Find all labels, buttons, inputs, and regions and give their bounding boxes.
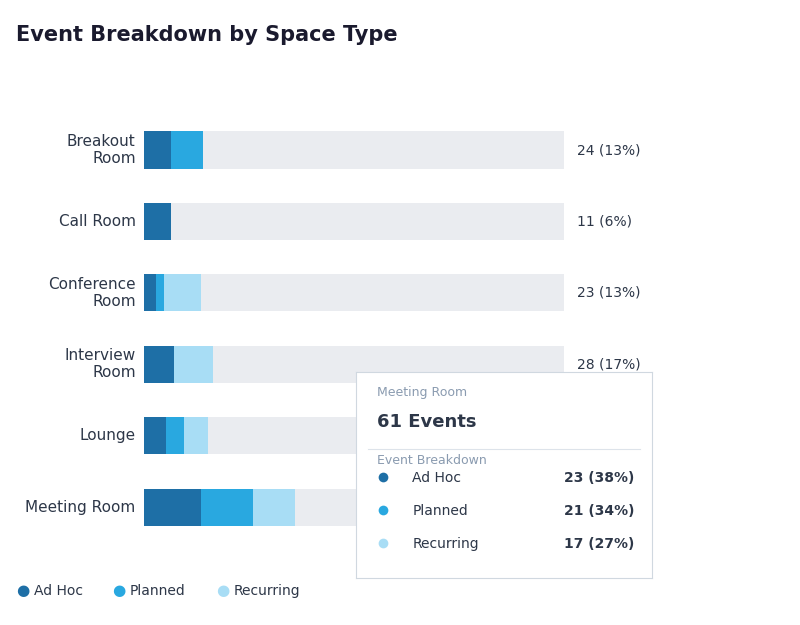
Bar [144, 346, 174, 383]
Text: 24 (13%): 24 (13%) [577, 143, 640, 157]
Bar [144, 346, 564, 383]
Bar [164, 274, 201, 311]
Text: Recurring: Recurring [412, 537, 479, 551]
Bar [144, 417, 564, 454]
Text: Event Breakdown by Space Type: Event Breakdown by Space Type [16, 25, 398, 45]
Bar [174, 346, 214, 383]
Bar [171, 131, 203, 169]
Text: 21 (34%): 21 (34%) [564, 504, 634, 518]
Bar [156, 274, 164, 311]
Text: Ad Hoc: Ad Hoc [34, 584, 82, 598]
Text: Recurring: Recurring [234, 584, 300, 598]
Text: 28 (17%): 28 (17%) [577, 357, 640, 371]
Bar [253, 489, 295, 526]
Text: 11 (6%): 11 (6%) [577, 214, 632, 228]
Text: 23 (38%): 23 (38%) [564, 471, 634, 485]
Bar [144, 274, 156, 311]
Text: 61 (36%): 61 (36%) [577, 500, 641, 514]
Text: 17 (27%): 17 (27%) [564, 537, 634, 551]
Bar [144, 489, 564, 526]
Text: Event Breakdown: Event Breakdown [377, 454, 486, 468]
Text: Planned: Planned [412, 504, 468, 518]
Bar [166, 417, 183, 454]
Text: ●: ● [16, 583, 30, 598]
Text: ●: ● [216, 583, 230, 598]
Text: ●: ● [112, 583, 126, 598]
Text: 61 Events: 61 Events [377, 413, 476, 431]
Text: 26 (16%): 26 (16%) [577, 429, 641, 442]
Bar [144, 203, 564, 240]
Bar [144, 489, 201, 526]
Text: 23 (13%): 23 (13%) [577, 286, 640, 300]
Bar [144, 417, 166, 454]
Bar [201, 489, 253, 526]
Bar [144, 203, 171, 240]
Bar [144, 131, 171, 169]
Bar [183, 417, 208, 454]
Bar [144, 274, 564, 311]
Bar [144, 131, 564, 169]
Text: Planned: Planned [130, 584, 186, 598]
Text: Ad Hoc: Ad Hoc [412, 471, 462, 485]
Text: Meeting Room: Meeting Room [377, 386, 467, 399]
